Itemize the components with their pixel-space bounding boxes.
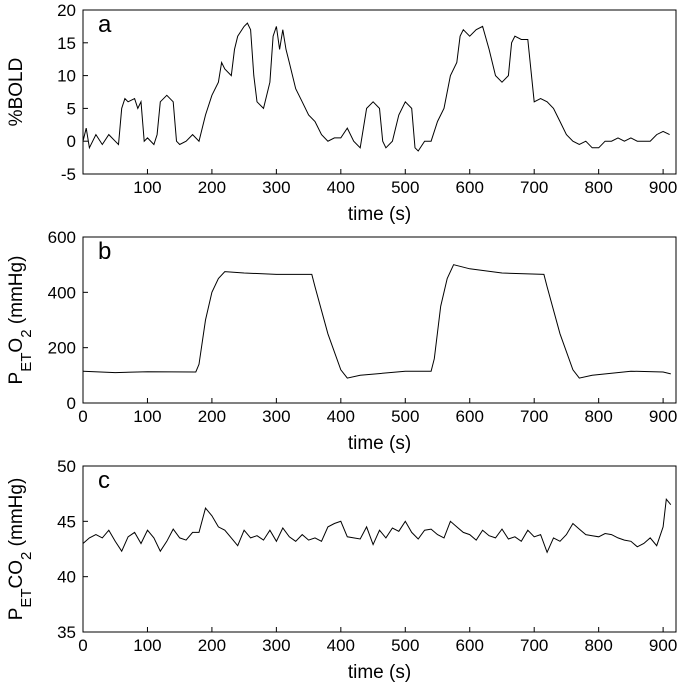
data-line xyxy=(82,264,671,379)
x-tick-label: 500 xyxy=(391,636,419,655)
x-tick-label: 700 xyxy=(520,636,548,655)
x-tick-label: 400 xyxy=(327,636,355,655)
axes-frame xyxy=(82,236,677,404)
y-axis-label: PETCO2 (mmHg) xyxy=(6,478,35,621)
x-tick-label: 700 xyxy=(520,178,548,197)
y-axis-label: PETO2 (mmHg) xyxy=(6,256,35,385)
y-axis-label-part: P xyxy=(6,372,27,385)
y-tick-label: 15 xyxy=(57,34,76,53)
x-tick-label: 600 xyxy=(456,636,484,655)
y-tick-label: 200 xyxy=(48,339,76,358)
x-tick-label: 200 xyxy=(198,178,226,197)
x-tick-label: 800 xyxy=(584,636,612,655)
panel-label: c xyxy=(98,467,110,494)
x-tick-label: 100 xyxy=(133,407,161,426)
y-tick-label: 0 xyxy=(67,394,76,413)
x-tick-label: 400 xyxy=(327,178,355,197)
y-axis-label-part: O xyxy=(6,338,27,353)
y-axis-label-part: 2 xyxy=(18,329,35,337)
x-tick-label: 600 xyxy=(456,178,484,197)
y-tick-label: 400 xyxy=(48,283,76,302)
x-tick-label: 0 xyxy=(78,636,87,655)
y-tick-label: -5 xyxy=(61,165,76,184)
x-tick-label: 500 xyxy=(391,407,419,426)
x-tick-label: 0 xyxy=(78,407,87,426)
x-tick-label: 800 xyxy=(584,407,612,426)
y-tick-label: 600 xyxy=(48,228,76,247)
x-tick-label: 900 xyxy=(649,178,677,197)
x-tick-label: 900 xyxy=(649,407,677,426)
x-tick-label: 700 xyxy=(520,407,548,426)
y-axis-label-part: (mmHg) xyxy=(6,256,27,330)
y-tick-label: 45 xyxy=(57,512,76,531)
y-tick-label: 0 xyxy=(67,132,76,151)
x-tick-label: 200 xyxy=(198,636,226,655)
y-axis-label-part: %BOLD xyxy=(6,58,27,127)
y-axis-label-part: 2 xyxy=(18,552,35,560)
x-tick-label: 200 xyxy=(198,407,226,426)
panel-label: a xyxy=(98,11,112,38)
y-axis-label: %BOLD xyxy=(6,58,27,127)
x-axis-label: time (s) xyxy=(348,204,411,225)
x-tick-label: 500 xyxy=(391,178,419,197)
y-axis-label-part: P xyxy=(6,608,27,621)
y-axis-label-part: ET xyxy=(18,353,35,372)
y-tick-label: 20 xyxy=(57,1,76,20)
axes-frame xyxy=(82,465,677,633)
x-tick-label: 100 xyxy=(133,636,161,655)
axes-frame xyxy=(82,9,677,175)
data-line xyxy=(82,22,670,152)
y-tick-label: 40 xyxy=(57,568,76,587)
x-tick-label: 400 xyxy=(327,407,355,426)
y-axis-label-part: CO xyxy=(6,560,27,589)
x-tick-label: 300 xyxy=(262,178,290,197)
y-tick-label: 10 xyxy=(57,67,76,86)
x-axis-label: time (s) xyxy=(348,433,411,454)
x-tick-label: 900 xyxy=(649,636,677,655)
x-tick-label: 100 xyxy=(133,178,161,197)
x-tick-label: 300 xyxy=(262,636,290,655)
y-axis-label-part: (mmHg) xyxy=(6,478,27,552)
x-tick-label: 300 xyxy=(262,407,290,426)
x-axis-label: time (s) xyxy=(348,662,411,683)
panel-label: b xyxy=(98,238,111,265)
x-tick-label: 800 xyxy=(584,178,612,197)
y-axis-label-part: ET xyxy=(18,588,35,607)
x-tick-label: 600 xyxy=(456,407,484,426)
y-tick-label: 50 xyxy=(57,457,76,476)
y-tick-label: 35 xyxy=(57,623,76,642)
y-tick-label: 5 xyxy=(67,99,76,118)
data-line xyxy=(82,497,672,554)
